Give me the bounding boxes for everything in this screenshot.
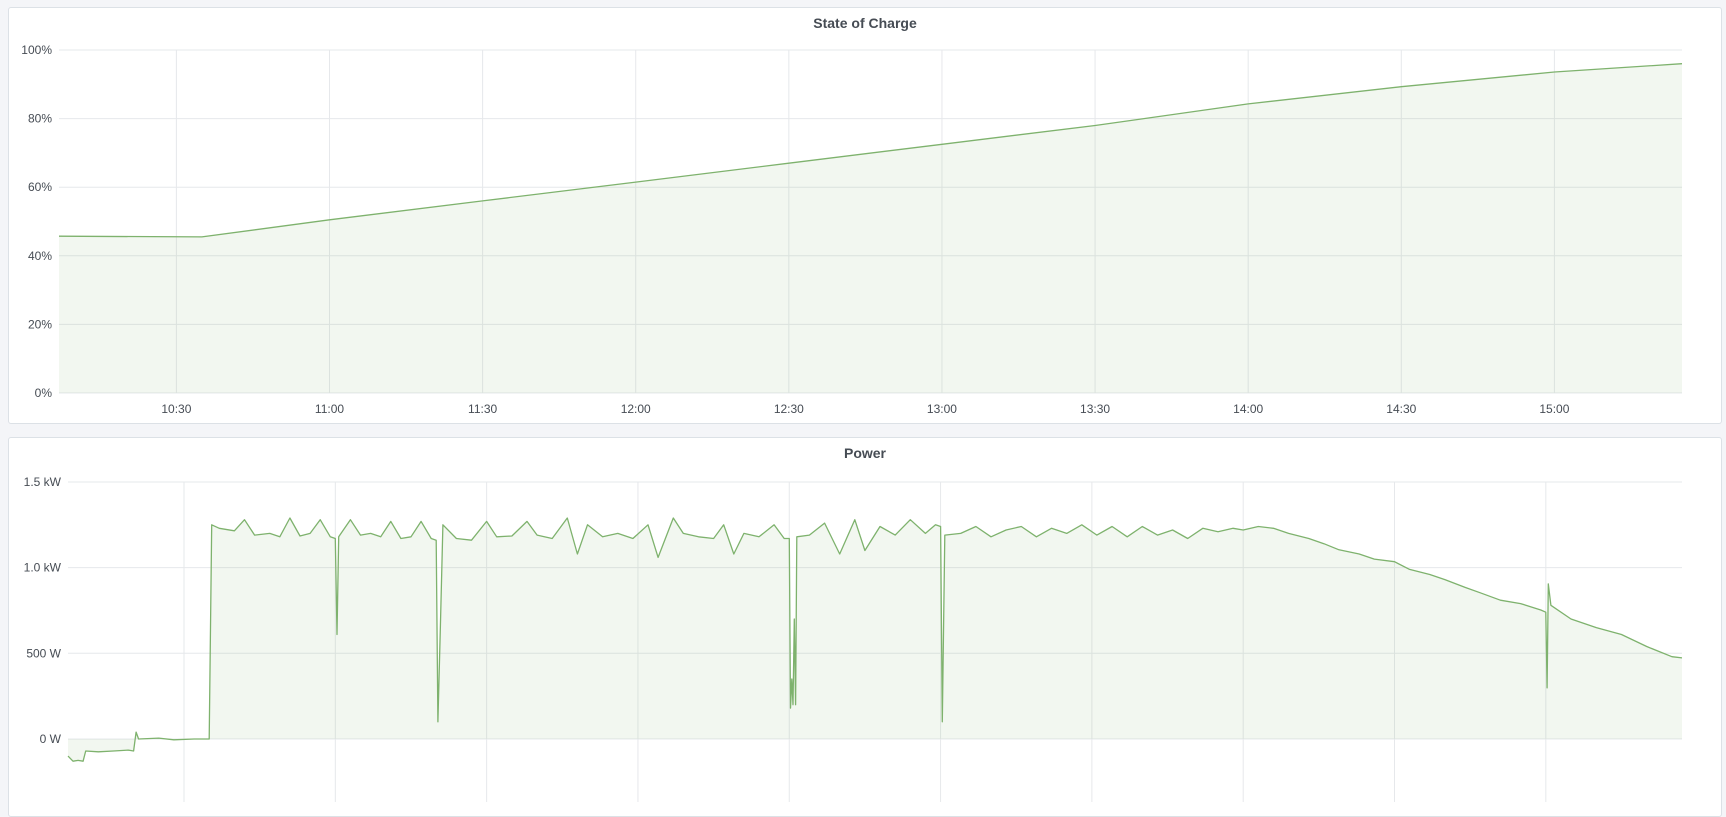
- soc-x-tick-label: 11:30: [468, 402, 497, 416]
- soc-x-tick-label: 10:30: [161, 402, 191, 416]
- soc-y-tick-label: 20%: [28, 317, 52, 331]
- soc-y-tick-label: 60%: [28, 180, 52, 194]
- soc-x-tick-label: 13:30: [1080, 402, 1110, 416]
- soc-x-tick-label: 11:00: [315, 402, 344, 416]
- power-y-tick-label: 0 W: [40, 732, 62, 746]
- soc-x-tick-label: 12:30: [774, 402, 804, 416]
- soc-area-fill: [59, 64, 1682, 393]
- soc-x-tick-label: 14:00: [1233, 402, 1263, 416]
- soc-y-tick-label: 40%: [28, 249, 52, 263]
- power-area-fill: [68, 518, 1682, 761]
- power-y-tick-label: 1.5 kW: [24, 475, 62, 489]
- soc-x-tick-label: 13:00: [927, 402, 957, 416]
- soc-y-tick-label: 100%: [21, 43, 52, 57]
- soc-x-tick-label: 12:00: [621, 402, 651, 416]
- soc-x-tick-label: 15:00: [1539, 402, 1569, 416]
- soc-x-tick-label: 14:30: [1386, 402, 1416, 416]
- soc-y-tick-label: 80%: [28, 112, 52, 126]
- power-y-tick-label: 500 W: [26, 646, 61, 660]
- soc-y-tick-label: 0%: [35, 386, 53, 400]
- power-y-tick-label: 1.0 kW: [24, 561, 62, 575]
